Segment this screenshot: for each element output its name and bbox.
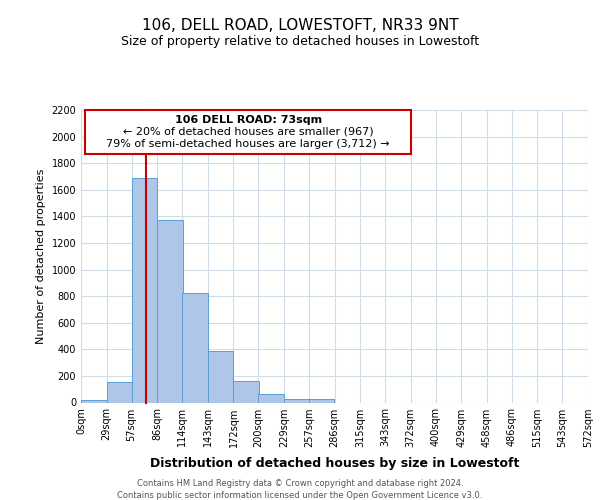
Text: Size of property relative to detached houses in Lowestoft: Size of property relative to detached ho… bbox=[121, 35, 479, 48]
Bar bbox=[157, 220, 183, 402]
Bar bbox=[107, 382, 133, 402]
Bar bbox=[284, 398, 310, 402]
Bar bbox=[208, 352, 233, 403]
Bar bbox=[233, 380, 259, 402]
Text: 106, DELL ROAD, LOWESTOFT, NR33 9NT: 106, DELL ROAD, LOWESTOFT, NR33 9NT bbox=[142, 18, 458, 32]
Text: Distribution of detached houses by size in Lowestoft: Distribution of detached houses by size … bbox=[151, 458, 520, 470]
Text: ← 20% of detached houses are smaller (967): ← 20% of detached houses are smaller (96… bbox=[123, 127, 373, 137]
Text: Contains HM Land Registry data © Crown copyright and database right 2024.: Contains HM Land Registry data © Crown c… bbox=[137, 479, 463, 488]
Bar bbox=[309, 399, 335, 402]
Bar bbox=[131, 178, 157, 402]
Bar bbox=[81, 400, 107, 402]
Text: 106 DELL ROAD: 73sqm: 106 DELL ROAD: 73sqm bbox=[175, 114, 322, 124]
Text: 79% of semi-detached houses are larger (3,712) →: 79% of semi-detached houses are larger (… bbox=[106, 139, 390, 149]
Bar bbox=[258, 394, 284, 402]
Bar bbox=[182, 294, 208, 403]
FancyBboxPatch shape bbox=[85, 110, 411, 154]
Y-axis label: Number of detached properties: Number of detached properties bbox=[36, 168, 46, 344]
Text: Contains public sector information licensed under the Open Government Licence v3: Contains public sector information licen… bbox=[118, 491, 482, 500]
